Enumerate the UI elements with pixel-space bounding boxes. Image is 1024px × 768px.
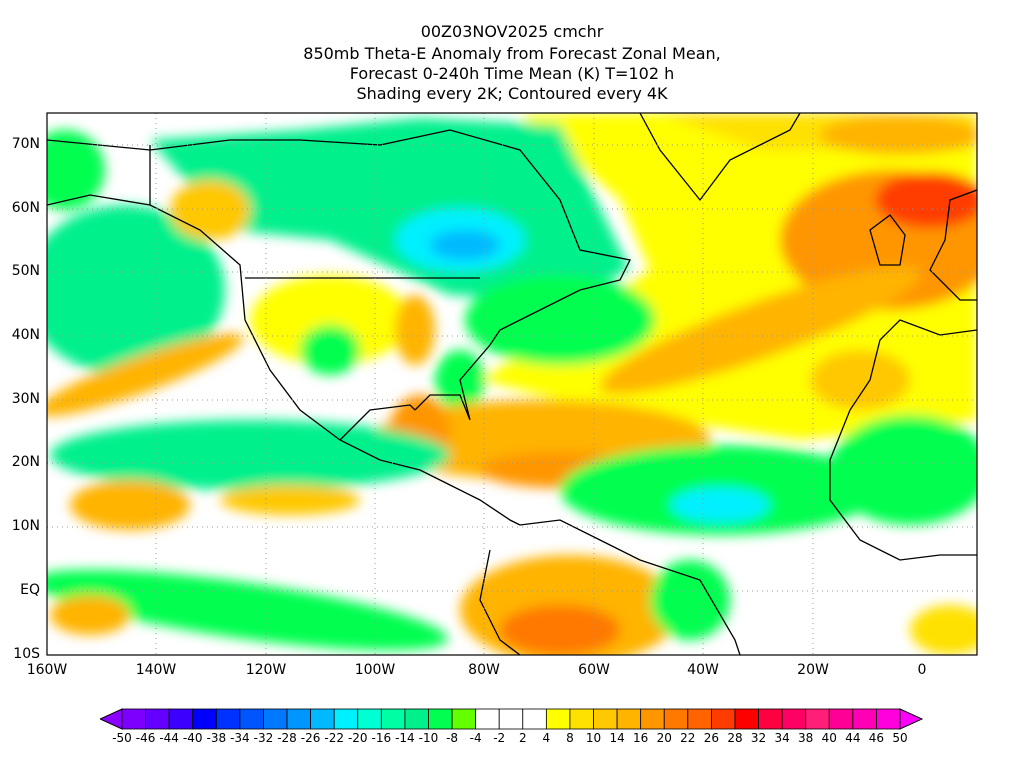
colorbar-label: -34 — [230, 731, 250, 745]
colorbar-label: -46 — [135, 731, 156, 745]
lon-label: 160W — [26, 662, 68, 678]
colorbar-swatch — [640, 708, 665, 730]
colorbar-label: 50 — [892, 731, 908, 745]
lat-label: 10N — [11, 518, 40, 534]
colorbar-swatch — [239, 708, 264, 730]
lon-label: 100W — [354, 662, 396, 678]
colorbar — [100, 708, 924, 730]
colorbar-label: -14 — [395, 731, 415, 745]
colorbar-swatch — [852, 708, 877, 730]
colorbar-swatch — [192, 708, 217, 730]
colorbar-swatch — [357, 708, 382, 730]
colorbar-label: -22 — [324, 731, 344, 745]
colorbar-label: -38 — [206, 731, 227, 745]
colorbar-swatch — [522, 708, 547, 730]
shading-field — [47, 113, 977, 655]
colorbar-swatch — [828, 708, 854, 730]
colorbar-label: 34 — [774, 731, 790, 745]
colorbar-under-arrow — [100, 708, 123, 730]
title-line-1: 00Z03NOV2025 cmchr — [420, 22, 604, 41]
lon-label: 80W — [468, 662, 500, 678]
colorbar-swatch — [168, 708, 194, 730]
colorbar-swatch — [145, 708, 170, 730]
colorbar-label: -2 — [493, 731, 506, 745]
colorbar-label: 10 — [585, 731, 602, 745]
colorbar-label: 28 — [727, 731, 743, 745]
colorbar-swatch — [569, 708, 594, 730]
gridlines — [47, 113, 977, 655]
lat-label: 10S — [13, 646, 40, 662]
title-line-4: Shading every 2K; Contoured every 4K — [356, 84, 668, 103]
colorbar-swatch — [428, 708, 453, 730]
colorbar-swatch — [286, 708, 312, 730]
title-line-3: Forecast 0-240h Time Mean (K) T=102 h — [349, 64, 675, 83]
lon-label: 60W — [578, 662, 610, 678]
title-line-2: 850mb Theta-E Anomaly from Forecast Zona… — [303, 44, 721, 63]
colorbar-swatch — [758, 708, 783, 730]
colorbar-swatch — [451, 708, 477, 730]
lat-label: 60N — [11, 200, 40, 216]
colorbar-swatch — [805, 708, 830, 730]
colorbar-swatch — [734, 708, 759, 730]
colorbar-label: -28 — [277, 731, 297, 745]
colorbar-label: 2 — [518, 731, 527, 745]
lon-label: 20W — [797, 662, 829, 678]
colorbar-swatch — [616, 708, 642, 730]
colorbar-swatch — [404, 708, 429, 730]
colorbar-label: 8 — [566, 731, 574, 745]
lon-label: 0 — [917, 662, 927, 678]
colorbar-swatch — [781, 708, 807, 730]
lat-label: 40N — [11, 327, 40, 343]
lon-label: 40W — [687, 662, 719, 678]
coastlines — [47, 113, 977, 655]
lat-label: 70N — [11, 136, 40, 152]
colorbar-label: 22 — [680, 731, 696, 745]
lat-label: EQ — [20, 582, 40, 598]
colorbar-swatch — [380, 708, 406, 730]
colorbar-label: 14 — [609, 731, 625, 745]
colorbar-label: 44 — [845, 731, 861, 745]
lat-label: 50N — [11, 263, 40, 279]
colorbar-label: 4 — [542, 731, 551, 745]
map-frame — [46, 112, 978, 656]
colorbar-label: 46 — [868, 731, 885, 745]
colorbar-label: 26 — [703, 731, 720, 745]
colorbar-label: -44 — [159, 731, 179, 745]
lat-label: 30N — [11, 391, 40, 407]
lon-label: 140W — [135, 662, 177, 678]
colorbar-swatch — [545, 708, 571, 730]
colorbar-swatch — [263, 708, 288, 730]
colorbar-swatch — [876, 708, 901, 730]
lon-label: 120W — [245, 662, 287, 678]
colorbar-label: -40 — [182, 731, 203, 745]
colorbar-swatch — [121, 708, 146, 730]
lat-label: 20N — [11, 454, 40, 470]
colorbar-label: -4 — [469, 731, 482, 745]
colorbar-label: -20 — [347, 731, 368, 745]
colorbar-label: -8 — [446, 731, 459, 745]
colorbar-label: -10 — [418, 731, 439, 745]
colorbar-label: 40 — [821, 731, 837, 745]
colorbar-label: -32 — [253, 731, 274, 745]
colorbar-swatch — [310, 708, 335, 730]
colorbar-label: -50 — [112, 731, 132, 745]
colorbar-label: 38 — [798, 731, 814, 745]
colorbar-swatch — [475, 708, 500, 730]
colorbar-swatch — [498, 708, 524, 730]
colorbar-swatch — [663, 708, 689, 730]
colorbar-swatch — [593, 708, 618, 730]
colorbar-swatch — [710, 708, 736, 730]
colorbar-label: -16 — [371, 731, 392, 745]
colorbar-label: 16 — [633, 731, 649, 745]
colorbar-label: -26 — [300, 731, 321, 745]
colorbar-over-arrow — [899, 708, 924, 730]
colorbar-swatch — [687, 708, 712, 730]
colorbar-label: 32 — [750, 731, 767, 745]
colorbar-swatch — [333, 708, 359, 730]
colorbar-swatch — [215, 708, 241, 730]
colorbar-label: 20 — [656, 731, 672, 745]
